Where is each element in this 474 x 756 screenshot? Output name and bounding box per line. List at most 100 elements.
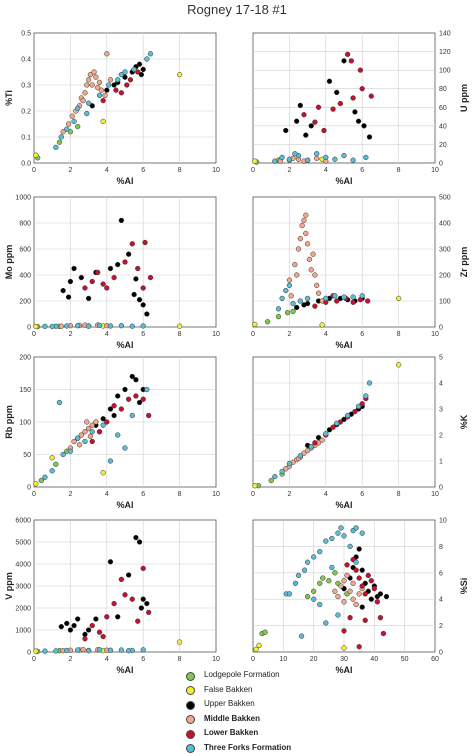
data-point — [58, 323, 64, 329]
x-axis-label: %Al — [335, 665, 352, 675]
data-point — [366, 134, 373, 140]
data-point — [374, 599, 381, 605]
data-point — [317, 549, 323, 555]
data-point — [395, 362, 402, 368]
data-point — [87, 433, 94, 439]
data-point — [311, 588, 317, 594]
data-point — [64, 126, 70, 132]
data-point — [60, 287, 66, 294]
data-point — [85, 627, 92, 633]
data-point — [314, 155, 320, 162]
data-point — [292, 261, 298, 268]
data-point — [317, 601, 323, 608]
x-tick-label: 6 — [360, 491, 364, 498]
data-point — [311, 554, 317, 560]
data-point — [335, 593, 341, 600]
y-tick-label: 20 — [439, 142, 447, 149]
x-axis-label: %Al — [116, 665, 133, 675]
data-point — [176, 323, 183, 329]
data-point — [295, 246, 302, 252]
x-tick-label: 10 — [212, 167, 220, 174]
y-tick-label: 0 — [439, 485, 443, 492]
data-point — [33, 152, 39, 158]
data-point — [118, 647, 125, 653]
data-point — [136, 539, 143, 545]
y-tick-label: 0.5 — [21, 31, 31, 38]
y-tick-label: 40 — [439, 123, 447, 130]
legend-label: Three Forks Formation — [204, 742, 292, 752]
data-point — [272, 473, 278, 480]
data-point — [133, 534, 139, 541]
x-tick-label: 2 — [68, 331, 72, 338]
data-point — [138, 605, 145, 611]
x-tick-label: 40 — [370, 656, 378, 663]
data-point — [306, 256, 313, 263]
x-axis-label: %Al — [116, 176, 133, 186]
data-point — [60, 451, 66, 458]
data-point — [344, 412, 351, 419]
data-point — [96, 79, 103, 86]
x-tick-label: 2 — [68, 491, 72, 498]
data-point — [312, 119, 318, 125]
data-point — [304, 295, 311, 302]
data-point — [294, 272, 300, 278]
data-point — [64, 647, 70, 654]
data-point — [356, 575, 362, 581]
data-point — [355, 403, 362, 410]
data-point — [100, 633, 106, 640]
data-point — [133, 377, 139, 383]
data-point — [38, 477, 44, 484]
data-point — [100, 416, 106, 422]
data-point — [338, 583, 344, 589]
data-point — [75, 647, 81, 653]
data-point — [253, 646, 259, 653]
data-point — [89, 278, 95, 285]
x-tick-label: 6 — [360, 331, 364, 338]
data-point — [96, 647, 103, 653]
data-point — [100, 470, 106, 476]
data-point — [136, 297, 143, 303]
series-three_forks — [53, 51, 154, 151]
data-point — [319, 437, 325, 443]
data-point — [332, 588, 338, 594]
data-point — [362, 591, 368, 597]
data-point — [104, 87, 110, 93]
data-point — [283, 287, 289, 294]
data-point — [323, 154, 329, 161]
data-point — [362, 617, 368, 623]
y-axis-label: U ppm — [459, 84, 469, 112]
data-point — [104, 614, 110, 620]
chart-title: Rogney 17-18 #1 — [187, 2, 287, 17]
data-point — [107, 559, 114, 565]
data-point — [56, 139, 63, 145]
data-point — [75, 616, 81, 622]
x-tick-label: 0 — [251, 331, 255, 338]
data-point — [353, 601, 359, 608]
data-point — [356, 591, 362, 597]
data-point — [335, 612, 341, 618]
data-point — [326, 578, 332, 584]
legend-marker — [186, 715, 195, 724]
data-point — [283, 466, 289, 472]
data-point — [111, 274, 117, 281]
y-axis-label: %K — [459, 414, 469, 429]
y-tick-label: 60 — [439, 105, 447, 112]
data-point — [65, 294, 72, 300]
y-tick-label: 100 — [439, 299, 451, 306]
data-point — [323, 295, 329, 302]
x-tick-label: 6 — [141, 167, 145, 174]
data-point — [301, 217, 307, 224]
x-tick-label: 0 — [251, 491, 255, 498]
data-point — [122, 445, 128, 451]
data-point — [330, 424, 336, 430]
data-point — [104, 285, 110, 291]
legend: Lodgepole Formation False Bakken Upper Bak… — [186, 668, 466, 755]
data-point — [95, 269, 101, 276]
data-point — [78, 274, 84, 281]
data-point — [279, 468, 285, 475]
data-point — [71, 118, 77, 125]
y-tick-label: 0 — [27, 650, 31, 657]
data-point — [133, 276, 139, 282]
data-point — [312, 272, 318, 278]
